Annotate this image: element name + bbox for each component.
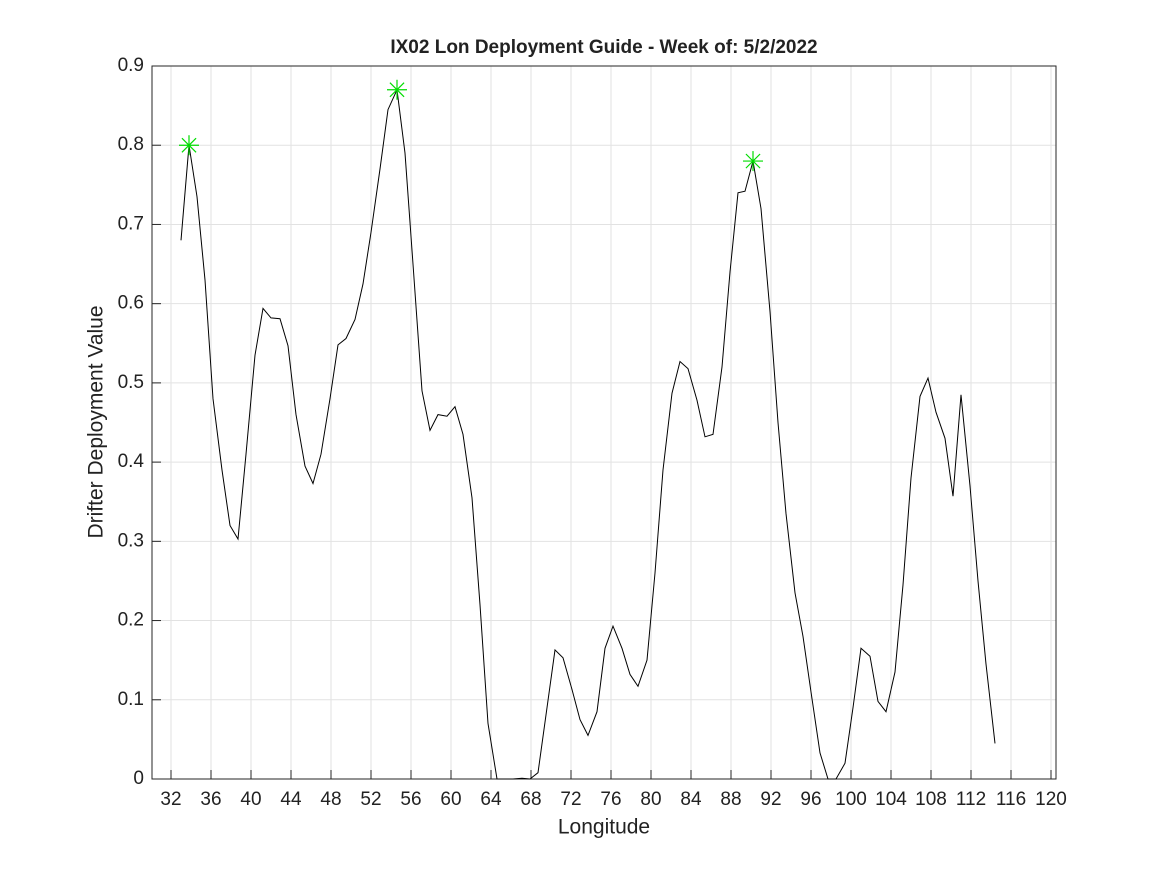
y-tick-label: 0.1 <box>118 689 144 710</box>
y-tick-label: 0.2 <box>118 610 144 631</box>
x-tick-label: 44 <box>280 789 302 810</box>
y-tick-label: 0.9 <box>118 55 144 76</box>
x-tick-label: 32 <box>160 789 181 810</box>
x-tick-label: 104 <box>875 789 907 810</box>
x-tick-label: 64 <box>480 789 502 810</box>
y-axis-label: Drifter Deployment Value <box>85 305 108 538</box>
x-tick-label: 60 <box>440 789 461 810</box>
x-tick-label: 40 <box>240 789 261 810</box>
x-tick-label: 80 <box>640 789 661 810</box>
x-tick-label: 96 <box>800 789 821 810</box>
chart-title: IX02 Lon Deployment Guide - Week of: 5/2… <box>390 37 817 58</box>
y-tick-label: 0.3 <box>118 530 144 551</box>
data-line <box>180 87 996 780</box>
x-tick-label: 92 <box>760 789 781 810</box>
y-tick-label: 0.6 <box>118 293 144 314</box>
x-tick-label: 56 <box>400 789 421 810</box>
x-tick-label: 76 <box>600 789 621 810</box>
y-tick-label: 0.7 <box>118 213 144 234</box>
star-stroke <box>745 153 761 169</box>
y-tick-label: 0.4 <box>118 451 145 472</box>
star-marker <box>179 135 199 156</box>
x-tick-label: 68 <box>520 789 541 810</box>
star-marker <box>387 79 407 100</box>
plot-frame <box>151 65 1057 780</box>
x-tick-label: 36 <box>200 789 221 810</box>
y-tick-label: 0 <box>133 768 144 789</box>
star-stroke <box>389 82 405 98</box>
x-axis-label: Longitude <box>558 816 650 839</box>
x-tick-label: 120 <box>1035 789 1067 810</box>
x-tick-label: 88 <box>720 789 741 810</box>
x-tick-label: 116 <box>996 789 1026 810</box>
y-tick-label: 0.8 <box>118 134 144 155</box>
x-tick-label: 84 <box>680 789 702 810</box>
x-tick-label: 72 <box>560 789 581 810</box>
x-tick-label: 108 <box>915 789 947 810</box>
y-tick-label: 0.5 <box>118 372 144 393</box>
star-marker <box>743 151 763 172</box>
star-stroke <box>181 137 197 153</box>
x-tick-label: 100 <box>835 789 867 810</box>
x-tick-label: 52 <box>360 789 381 810</box>
x-tick-label: 112 <box>956 789 986 810</box>
x-tick-label: 48 <box>320 789 341 810</box>
